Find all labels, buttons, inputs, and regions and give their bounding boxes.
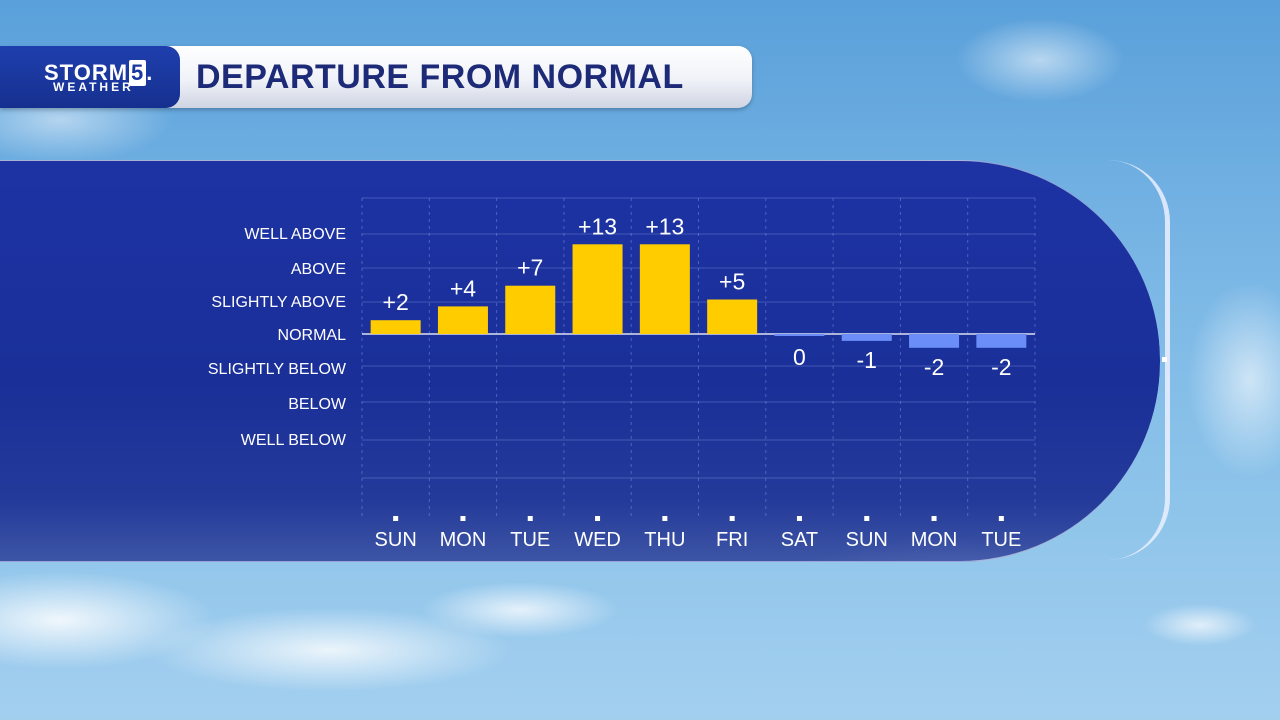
x-tick-label: SUN <box>846 529 888 551</box>
bar-value-label: -2 <box>924 354 944 380</box>
bar <box>841 334 892 341</box>
panel-rim <box>1108 160 1170 560</box>
bar <box>639 244 690 334</box>
bar <box>909 334 960 348</box>
logo-weather-text: WEATHER <box>53 80 134 94</box>
bar <box>707 299 758 334</box>
x-tick-label: TUE <box>981 529 1021 551</box>
bar-value-label: +13 <box>645 213 684 239</box>
page-title: DEPARTURE FROM NORMAL <box>196 58 684 96</box>
y-label-slightly-above: SLIGHTLY ABOVE <box>211 294 346 311</box>
y-label-normal: NORMAL <box>277 327 346 344</box>
x-tick-label: THU <box>644 529 685 551</box>
y-label-well-above: WELL ABOVE <box>244 226 346 243</box>
x-tick <box>864 516 870 521</box>
bar <box>370 320 421 334</box>
x-tick <box>662 516 668 521</box>
x-tick-label: MON <box>440 529 487 551</box>
x-tick <box>460 516 466 521</box>
x-tick-label: FRI <box>716 529 748 551</box>
x-tick-label: SUN <box>375 529 417 551</box>
bar-value-label: 0 <box>793 344 806 370</box>
bar-value-label: -1 <box>857 347 877 373</box>
bar <box>572 244 623 334</box>
x-tick-label: SAT <box>781 529 818 551</box>
bar-value-label: +7 <box>517 255 543 281</box>
x-tick <box>729 516 735 521</box>
x-tick <box>931 516 937 521</box>
x-tick <box>796 516 802 521</box>
x-tick <box>595 516 601 521</box>
chart-panel <box>0 160 1160 562</box>
x-tick-label: WED <box>574 529 621 551</box>
bar <box>437 306 488 334</box>
x-tick <box>393 516 399 521</box>
y-label-above: ABOVE <box>290 261 346 278</box>
y-label-below: BELOW <box>288 396 346 413</box>
bar <box>774 334 825 336</box>
bar-value-label: +4 <box>450 275 476 301</box>
x-tick-label: TUE <box>510 529 550 551</box>
bar <box>976 334 1027 348</box>
y-label-well-below: WELL BELOW <box>240 432 346 449</box>
bar <box>505 285 556 334</box>
x-tick-label: MON <box>911 529 958 551</box>
bar-value-label: +5 <box>719 269 745 295</box>
bar-value-label: -2 <box>991 354 1011 380</box>
y-label-slightly-below: SLIGHTLY BELOW <box>207 361 346 378</box>
bar-value-label: +13 <box>578 213 617 239</box>
rim-dot <box>1162 357 1167 362</box>
x-tick <box>527 516 533 521</box>
logo-storm-text: STORM 5. <box>44 60 154 86</box>
logo-number: 5 <box>129 60 147 86</box>
station-logo <box>0 46 180 108</box>
bar-value-label: +2 <box>383 289 409 315</box>
x-tick <box>998 516 1004 521</box>
